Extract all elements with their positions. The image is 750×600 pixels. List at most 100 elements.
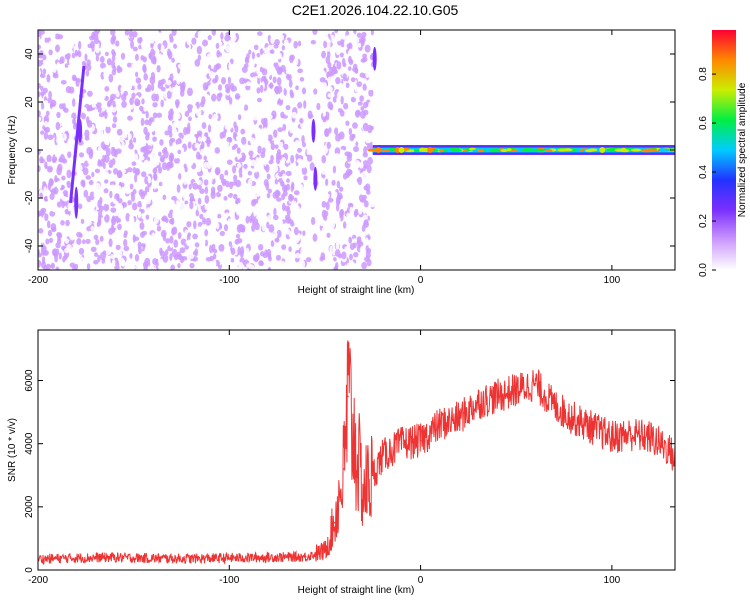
noise-cell	[300, 214, 306, 219]
noise-cell	[356, 81, 363, 88]
noise-cell	[368, 101, 374, 110]
noise-cell	[209, 174, 215, 180]
noise-cell	[128, 30, 134, 39]
signal-cell	[449, 147, 459, 151]
noise-cell	[228, 97, 233, 105]
noise-cell	[248, 49, 252, 55]
noise-cell	[194, 242, 200, 248]
noise-cell	[170, 82, 176, 88]
noise-cell	[66, 164, 72, 170]
noise-cell	[259, 231, 265, 240]
noise-cell	[228, 241, 233, 247]
noise-cell	[285, 73, 290, 80]
noise-cell	[186, 64, 192, 71]
noise-cell	[340, 180, 346, 187]
noise-cell	[204, 186, 209, 195]
noise-cell	[306, 154, 313, 162]
noise-cell	[95, 47, 100, 54]
noise-cell	[324, 193, 330, 199]
x-tick-label: -100	[219, 275, 239, 286]
noise-cell	[131, 228, 135, 235]
noise-cell	[280, 111, 285, 119]
noise-cell	[241, 66, 248, 74]
noise-cell	[341, 57, 346, 66]
noise-cell	[111, 157, 116, 166]
noise-cell	[193, 105, 198, 114]
noise-cell	[143, 106, 148, 112]
noise-cell	[349, 193, 355, 200]
noise-cell	[45, 126, 51, 133]
noise-cell	[225, 45, 231, 53]
snr-point	[347, 395, 349, 398]
noise-cell	[103, 70, 109, 80]
noise-cell	[47, 134, 54, 141]
snr-point	[190, 557, 192, 560]
noise-cell	[123, 238, 128, 247]
noise-cell	[165, 238, 171, 244]
noise-cell	[119, 137, 124, 143]
noise-cell	[343, 102, 349, 110]
noise-cell	[38, 30, 45, 35]
noise-cell	[53, 132, 57, 139]
noise-cell	[131, 161, 137, 166]
noise-cell	[267, 188, 272, 194]
noise-cell	[284, 205, 291, 212]
noise-cell	[276, 67, 283, 76]
noise-cell	[188, 160, 194, 166]
noise-cell	[294, 182, 301, 191]
noise-cell	[280, 181, 284, 187]
noise-cell	[211, 138, 215, 146]
noise-cell	[172, 146, 177, 155]
signal-peak	[599, 147, 606, 153]
noise-cell	[38, 259, 42, 268]
spectrogram-y-label: Frequency (Hz)	[7, 116, 18, 185]
noise-cell	[56, 111, 61, 119]
noise-cell	[326, 51, 331, 59]
noise-cell	[208, 113, 212, 120]
noise-cell	[233, 81, 238, 87]
noise-cell	[44, 213, 49, 221]
noise-cell	[86, 263, 91, 270]
noise-cell	[97, 254, 101, 263]
noise-cell	[327, 101, 333, 110]
noise-cell	[177, 63, 183, 69]
noise-cell	[137, 83, 142, 90]
noise-cell	[285, 83, 290, 91]
noise-cell	[325, 178, 329, 187]
noise-cell	[335, 47, 340, 56]
noise-cell	[84, 53, 88, 62]
noise-cell	[237, 246, 241, 255]
noise-cell	[260, 173, 265, 179]
noise-cell	[344, 246, 350, 253]
noise-cell	[359, 95, 364, 102]
noise-cell	[308, 113, 314, 119]
noise-cell	[334, 262, 339, 270]
noise-cell	[86, 195, 92, 203]
noise-cell	[51, 226, 57, 233]
noise-cell	[93, 139, 98, 148]
noise-cell	[141, 171, 147, 178]
noise-cell	[169, 253, 173, 261]
noise-cell	[112, 168, 119, 175]
noise-cell	[210, 186, 216, 193]
noise-cell	[121, 155, 128, 164]
noise-cell	[137, 241, 142, 250]
noise-cell	[72, 118, 76, 125]
colorbar-tick-label: 0.0	[698, 263, 709, 277]
noise-cell	[276, 77, 282, 86]
noise-cell	[156, 112, 163, 118]
signal-cell	[532, 148, 545, 152]
noise-cell	[233, 174, 238, 182]
noise-cell	[170, 137, 176, 143]
noise-cell	[102, 150, 106, 156]
noise-cell	[39, 156, 44, 164]
noise-cell	[168, 33, 173, 40]
noise-cell	[177, 263, 181, 269]
noise-cell	[257, 73, 262, 79]
noise-cell	[297, 68, 303, 74]
noise-cell	[110, 207, 117, 213]
noise-cell	[90, 185, 96, 192]
noise-cell	[40, 130, 45, 135]
noise-cell	[38, 145, 43, 151]
noise-cell	[214, 125, 221, 133]
